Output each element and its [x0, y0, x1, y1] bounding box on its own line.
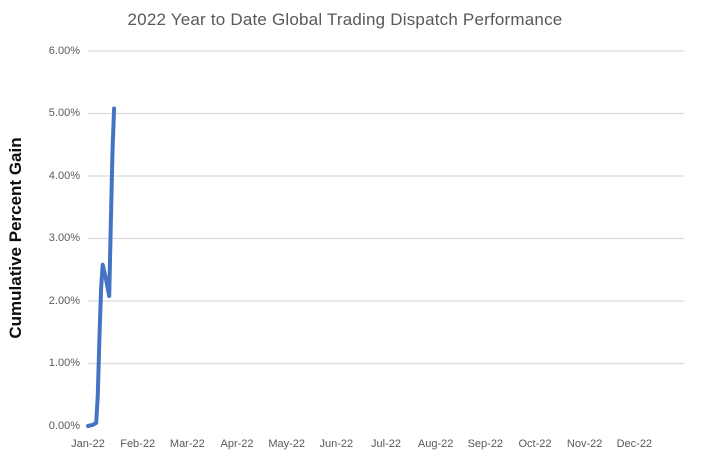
x-tick-label: Nov-22	[566, 438, 603, 450]
y-tick-label: 4.00%	[48, 169, 80, 182]
y-tick-label: 1.00%	[48, 357, 80, 369]
x-tick-label: Jun-22	[319, 438, 354, 450]
x-tick-label: Feb-22	[120, 438, 156, 450]
x-tick-label: Jul-22	[371, 438, 401, 450]
series-line	[86, 106, 117, 428]
y-tick-label: 2.00%	[48, 294, 80, 307]
x-tick-label: Sep-22	[467, 438, 504, 450]
x-tick-label: Mar-22	[169, 438, 205, 450]
x-tick-label: Apr-22	[220, 438, 254, 450]
y-tick-label: 6.00%	[48, 44, 80, 57]
y-tick-label: 3.00%	[48, 232, 80, 244]
x-tick-label: Aug-22	[417, 438, 454, 450]
y-tick-label: 5.00%	[48, 107, 80, 119]
x-tick-label: Dec-22	[616, 438, 653, 450]
chart-title: 2022 Year to Date Global Trading Dispatc…	[127, 10, 563, 29]
x-tick-label: Jan-22	[71, 438, 105, 450]
y-tick-label: 0.00%	[48, 419, 80, 432]
x-tick-label: Oct-22	[518, 438, 552, 450]
x-tick-label: May-22	[268, 438, 305, 450]
